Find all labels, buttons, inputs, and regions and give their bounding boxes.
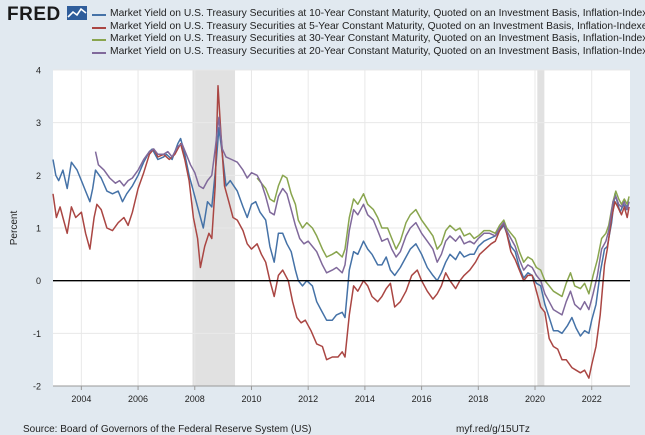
legend-swatch [92,14,106,16]
x-tick-label: 2022 [582,394,602,404]
legend-swatch [92,51,106,54]
y-tick-label: -2 [33,382,41,392]
fred-logo[interactable]: FRED [7,4,61,25]
short-link[interactable]: myf.red/g/15UTz [456,424,530,435]
series-line [256,174,630,298]
x-tick-label: 2020 [525,394,545,404]
y-tick-label: 0 [36,276,41,286]
y-tick-label: -1 [33,329,41,339]
legend-label: Market Yield on U.S. Treasury Securities… [110,8,645,19]
y-tick-label: 4 [36,66,41,76]
x-tick-label: 2014 [355,394,375,404]
legend-label: Market Yield on U.S. Treasury Securities… [110,45,645,57]
legend-swatch [92,26,106,29]
x-tick-label: 2004 [71,394,91,404]
x-tick-label: 2010 [241,394,261,404]
y-tick-label: 1 [36,224,41,234]
x-tick-label: 2008 [185,394,205,404]
x-tick-label: 2006 [128,394,148,404]
source-note: Source: Board of Governors of the Federa… [23,424,312,435]
series-line [94,116,630,316]
header: FRED Market Yield on U.S. Treasury Secur… [0,0,645,62]
x-tick-label: 2012 [298,394,318,404]
series-line [52,85,630,379]
y-tick-label: 2 [36,171,41,181]
legend-swatch [92,39,106,41]
fred-line-chart-logo-icon [67,6,87,20]
x-tick-label: 2018 [468,394,488,404]
x-tick-label: 2016 [412,394,432,404]
y-tick-label: 3 [36,118,41,128]
legend-label: Market Yield on U.S. Treasury Securities… [110,20,645,32]
legend-label: Market Yield on U.S. Treasury Securities… [110,33,645,44]
chart-plot: -2 -1 0 1 2 3 4 2004 2006 2008 2010 2012 2014 2016 201… [9,66,630,404]
y-axis-label: Percent [9,211,20,246]
